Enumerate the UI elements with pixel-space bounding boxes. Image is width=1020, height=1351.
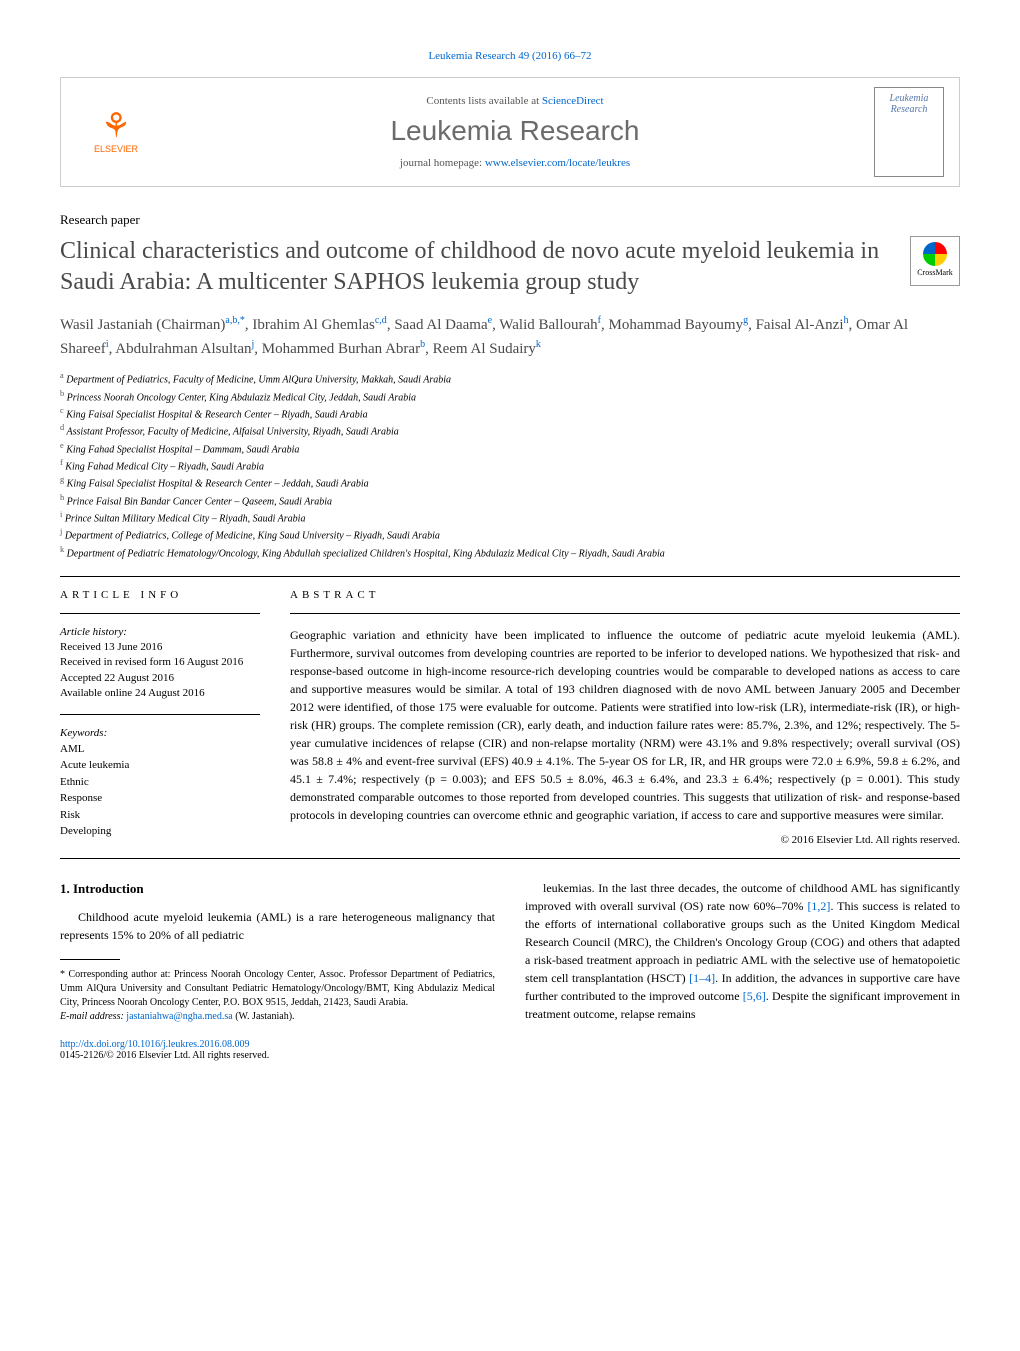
doi-block: http://dx.doi.org/10.1016/j.leukres.2016… [60,1039,960,1061]
history-text: Received 13 June 2016Received in revised… [60,640,260,702]
doi-link[interactable]: http://dx.doi.org/10.1016/j.leukres.2016… [60,1039,250,1050]
divider [60,613,260,614]
sciencedirect-link[interactable]: ScienceDirect [542,95,604,107]
email-label: E-mail address: [60,1011,126,1022]
divider [60,714,260,715]
affiliations-list: a Department of Pediatrics, Faculty of M… [60,370,960,561]
intro-para-2: leukemias. In the last three decades, th… [525,879,960,1023]
article-info-heading: ARTICLE INFO [60,589,260,601]
elsevier-logo[interactable]: ⚘ ELSEVIER [76,110,156,154]
divider [290,613,960,614]
banner-center: Contents lists available at ScienceDirec… [156,95,874,169]
keywords-list: AMLAcute leukemiaEthnicResponseRiskDevel… [60,741,260,840]
email-suffix: (W. Jastaniah). [233,1011,295,1022]
divider [60,576,960,577]
email-link[interactable]: jastaniahwa@ngha.med.sa [126,1011,232,1022]
article-title: Clinical characteristics and outcome of … [60,236,890,298]
contents-text: Contents lists available at [426,95,541,107]
abstract-column: ABSTRACT Geographic variation and ethnic… [290,589,960,846]
crossmark-label: CrossMark [917,268,953,277]
intro-para-1: Childhood acute myeloid leukemia (AML) i… [60,908,495,944]
history-heading: Article history: [60,626,260,638]
email-line: E-mail address: jastaniahwa@ngha.med.sa … [60,1010,495,1024]
crossmark-icon [923,242,947,266]
footnotes: * Corresponding author at: Princess Noor… [60,968,495,1024]
footnote-separator [60,959,120,960]
divider [60,858,960,859]
abstract-text: Geographic variation and ethnicity have … [290,626,960,824]
homepage-text: journal homepage: [400,157,485,169]
crossmark-badge[interactable]: CrossMark [910,236,960,286]
contents-line: Contents lists available at ScienceDirec… [156,95,874,107]
elsevier-label: ELSEVIER [76,144,156,154]
intro-heading: 1. Introduction [60,879,495,899]
journal-name: Leukemia Research [156,115,874,147]
keywords-heading: Keywords: [60,727,260,739]
paper-type: Research paper [60,212,960,228]
body-column-right: leukemias. In the last three decades, th… [525,879,960,1025]
copyright-line: © 2016 Elsevier Ltd. All rights reserved… [290,834,960,846]
contents-banner: ⚘ ELSEVIER Contents lists available at S… [60,77,960,187]
journal-cover-thumbnail[interactable]: Leukemia Research [874,87,944,177]
journal-citation-header[interactable]: Leukemia Research 49 (2016) 66–72 [60,50,960,62]
authors-list: Wasil Jastaniah (Chairman)a,b,*, Ibrahim… [60,313,960,360]
abstract-heading: ABSTRACT [290,589,960,601]
elsevier-tree-icon: ⚘ [76,110,156,144]
article-info-column: ARTICLE INFO Article history: Received 1… [60,589,260,846]
homepage-link[interactable]: www.elsevier.com/locate/leukres [485,157,630,169]
cover-title: Leukemia Research [880,93,938,115]
homepage-line: journal homepage: www.elsevier.com/locat… [156,157,874,169]
corresponding-author-note: * Corresponding author at: Princess Noor… [60,968,495,1010]
issn-copyright: 0145-2126/© 2016 Elsevier Ltd. All right… [60,1050,269,1061]
body-column-left: 1. Introduction Childhood acute myeloid … [60,879,495,1025]
